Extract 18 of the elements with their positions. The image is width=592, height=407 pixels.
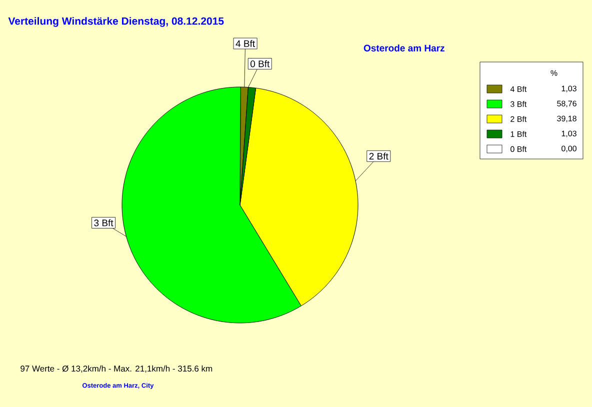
text: 0 Bft	[250, 60, 270, 68]
legend-label: 0 Bft	[510, 146, 527, 152]
legend-label: 2 Bft	[510, 116, 527, 122]
text: 4 Bft	[236, 40, 255, 47]
text: 0,00	[562, 146, 576, 152]
legend-label: 1 Bft	[510, 131, 527, 137]
text: 2 Bft	[369, 152, 388, 160]
chart-subtitle: Osterode am Harz	[364, 44, 444, 52]
legend-title: %	[550, 70, 558, 76]
text: 3 Bft	[94, 219, 114, 226]
legend-label: 4 Bft	[510, 86, 527, 92]
legend-label: 3 Bft	[510, 101, 527, 107]
chart-title: Verteilung Windstärke Dienstag, 08.12.2015	[8, 17, 224, 27]
data-label: 1,03	[562, 130, 576, 138]
data-label: 58,76	[557, 100, 576, 108]
text: 97 Werte - Ø 13,2km/h - Max. 21,1km/h - 315.6 km	[20, 365, 212, 373]
data-label: 39,18	[557, 116, 576, 122]
data-label: 1,03	[562, 86, 576, 92]
